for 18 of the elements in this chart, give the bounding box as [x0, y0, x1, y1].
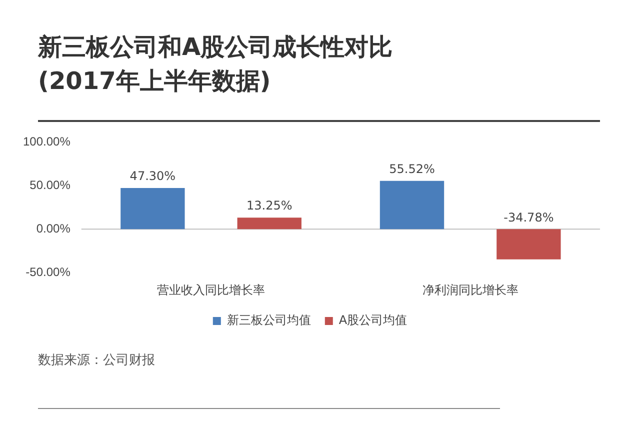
- y-tick-label: -50.00%: [26, 264, 71, 279]
- x-tick-label: 净利润同比增长率: [422, 283, 518, 298]
- bar: [120, 188, 185, 230]
- legend-label: 新三板公司均值: [226, 313, 311, 328]
- data-label: -34.78%: [504, 210, 554, 224]
- x-tick-label: 营业收入同比增长率: [157, 283, 266, 298]
- chart-title: 新三板公司和A股公司成长性对比 (2017年上半年数据): [38, 32, 393, 97]
- data-label: 13.25%: [246, 198, 292, 213]
- legend-label: A股公司均值: [338, 313, 408, 328]
- y-tick-label: 0.00%: [36, 221, 71, 236]
- source-note: 数据来源：公司财报: [38, 352, 155, 370]
- bar: [496, 229, 561, 260]
- data-label: 47.30%: [130, 169, 176, 184]
- bar: [237, 218, 302, 230]
- bar: [380, 180, 444, 230]
- y-tick-label: 100.00%: [23, 134, 71, 149]
- data-label: 55.52%: [389, 162, 435, 176]
- y-tick-label: 50.00%: [30, 178, 71, 192]
